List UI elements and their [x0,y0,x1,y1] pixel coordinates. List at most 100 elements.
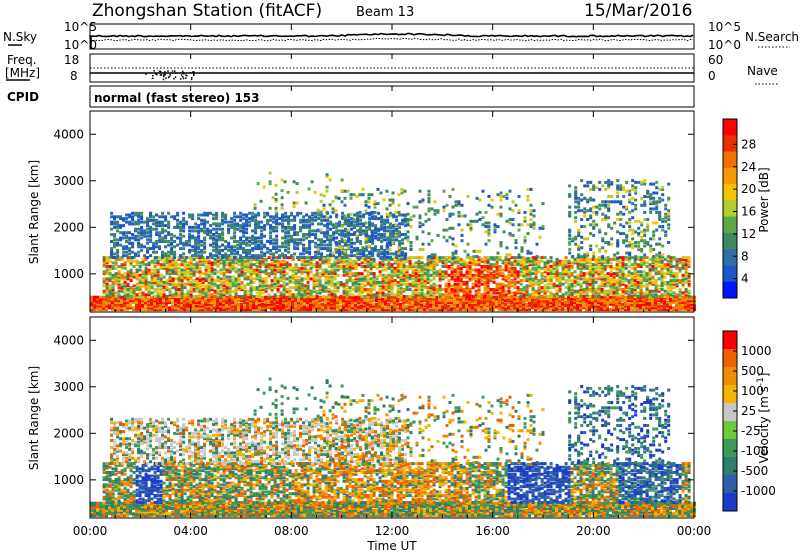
power-cell [155,256,159,259]
power-cell [120,282,124,286]
power-cell [306,263,310,267]
power-cell [180,301,183,304]
power-cell [183,299,186,303]
power-cell [420,295,423,299]
power-cell [186,261,190,265]
power-cell [561,301,564,304]
power-cell [618,275,622,279]
power-cell [519,306,522,310]
power-cell [234,259,238,263]
power-cell [246,259,250,263]
power-cell [678,261,682,265]
power-cell [138,304,141,308]
power-cell [270,288,274,291]
power-cell [174,291,178,295]
power-cell [90,299,93,303]
power-cell [258,293,262,297]
power-cell [243,275,247,279]
power-cell [681,273,685,277]
power-cell [384,280,388,284]
power-cell [174,286,178,290]
power-cell [240,261,244,265]
power-cell [123,295,127,298]
power-cell [675,304,678,308]
power-cell [459,304,462,308]
power-cell [453,256,457,260]
power-cell [179,241,183,245]
power-cell [576,297,579,301]
power-cell [426,270,430,274]
power-cell [423,297,426,301]
power-cell [453,308,456,312]
power-cell [174,272,178,276]
power-cell [420,308,423,312]
power-cell [615,273,619,277]
power-cell [561,270,565,274]
power-cell [114,301,117,304]
power-cell [249,275,253,279]
power-cell [111,286,115,290]
power-cell [654,295,658,298]
power-cell [224,256,228,259]
power-cell [516,273,520,277]
power-cell [477,272,481,276]
power-cell [339,284,343,288]
power-cell [387,286,391,290]
power-cell [459,284,463,288]
power-cell [429,302,432,306]
power-cell [465,289,469,293]
power-cell [573,275,577,279]
power-cell [678,270,682,274]
power-cell [507,273,511,277]
power-cell [555,293,559,297]
power-heatmap [90,171,696,312]
power-cell [435,299,438,303]
power-cell [414,306,417,310]
power-cell [477,295,481,298]
power-cell [315,263,319,267]
power-cell [221,256,225,259]
power-cell [167,254,171,258]
power-cell [477,299,480,303]
power-cell [573,257,577,261]
power-cell [174,302,177,306]
power-cell [654,270,658,274]
power-cell [285,288,289,291]
power-cell [564,280,568,284]
power-cell [501,284,505,288]
power-cell [597,308,600,312]
power-cell [357,257,361,261]
power-cell [243,265,247,268]
power-cell [678,304,681,308]
power-cell [402,308,405,312]
power-cell [261,277,265,281]
power-cell [114,280,118,284]
power-cell [239,229,243,233]
power-cell [174,261,178,265]
power-cell [195,289,199,293]
power-cell [225,299,228,303]
power-cell [357,297,360,301]
power-cell [191,245,195,249]
power-cell [420,284,424,288]
power-cell [540,304,543,308]
power-cell [149,247,153,251]
power-cell [291,273,295,277]
power-cell [624,291,628,295]
power-cell [339,297,342,301]
power-cell [206,229,210,233]
power-cell [510,302,513,306]
power-cell [339,257,343,261]
power-cell [456,299,459,303]
power-cell [426,265,430,268]
power-cell [261,257,265,261]
power-cell [270,295,273,299]
power-cell [414,293,418,297]
power-cell [399,270,403,274]
power-cell [225,286,229,290]
power-cell [219,259,223,263]
power-cell [600,263,604,267]
power-cell [141,257,145,261]
power-cell [141,280,145,284]
power-cell [249,306,252,310]
